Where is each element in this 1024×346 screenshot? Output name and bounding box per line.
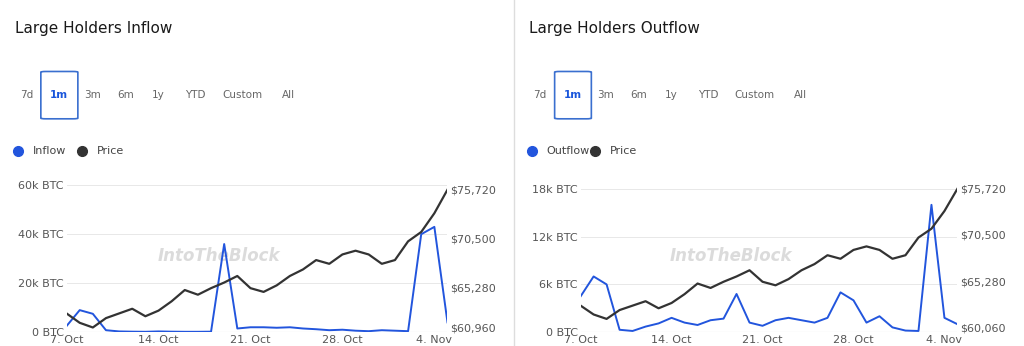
Text: 7d: 7d bbox=[534, 90, 547, 100]
Text: Large Holders Outflow: Large Holders Outflow bbox=[529, 20, 700, 36]
Text: 3m: 3m bbox=[84, 90, 100, 100]
Text: Inflow: Inflow bbox=[33, 146, 66, 155]
Text: YTD: YTD bbox=[697, 90, 718, 100]
Text: 6m: 6m bbox=[630, 90, 647, 100]
Text: IntoTheBlock: IntoTheBlock bbox=[670, 247, 793, 265]
Text: 6m: 6m bbox=[117, 90, 134, 100]
Text: 1m: 1m bbox=[50, 90, 69, 100]
Text: Custom: Custom bbox=[222, 90, 262, 100]
Text: Price: Price bbox=[96, 146, 124, 155]
Text: YTD: YTD bbox=[185, 90, 206, 100]
Text: IntoTheBlock: IntoTheBlock bbox=[158, 247, 281, 265]
Text: 1y: 1y bbox=[153, 90, 165, 100]
Text: 1y: 1y bbox=[665, 90, 678, 100]
Text: 3m: 3m bbox=[597, 90, 614, 100]
FancyBboxPatch shape bbox=[555, 72, 591, 119]
Text: All: All bbox=[794, 90, 807, 100]
Text: Custom: Custom bbox=[734, 90, 774, 100]
Text: Outflow: Outflow bbox=[547, 146, 590, 155]
FancyBboxPatch shape bbox=[41, 72, 78, 119]
Text: 7d: 7d bbox=[19, 90, 33, 100]
Text: All: All bbox=[282, 90, 295, 100]
Text: Price: Price bbox=[610, 146, 637, 155]
Text: 1m: 1m bbox=[564, 90, 582, 100]
Text: Large Holders Inflow: Large Holders Inflow bbox=[15, 20, 173, 36]
